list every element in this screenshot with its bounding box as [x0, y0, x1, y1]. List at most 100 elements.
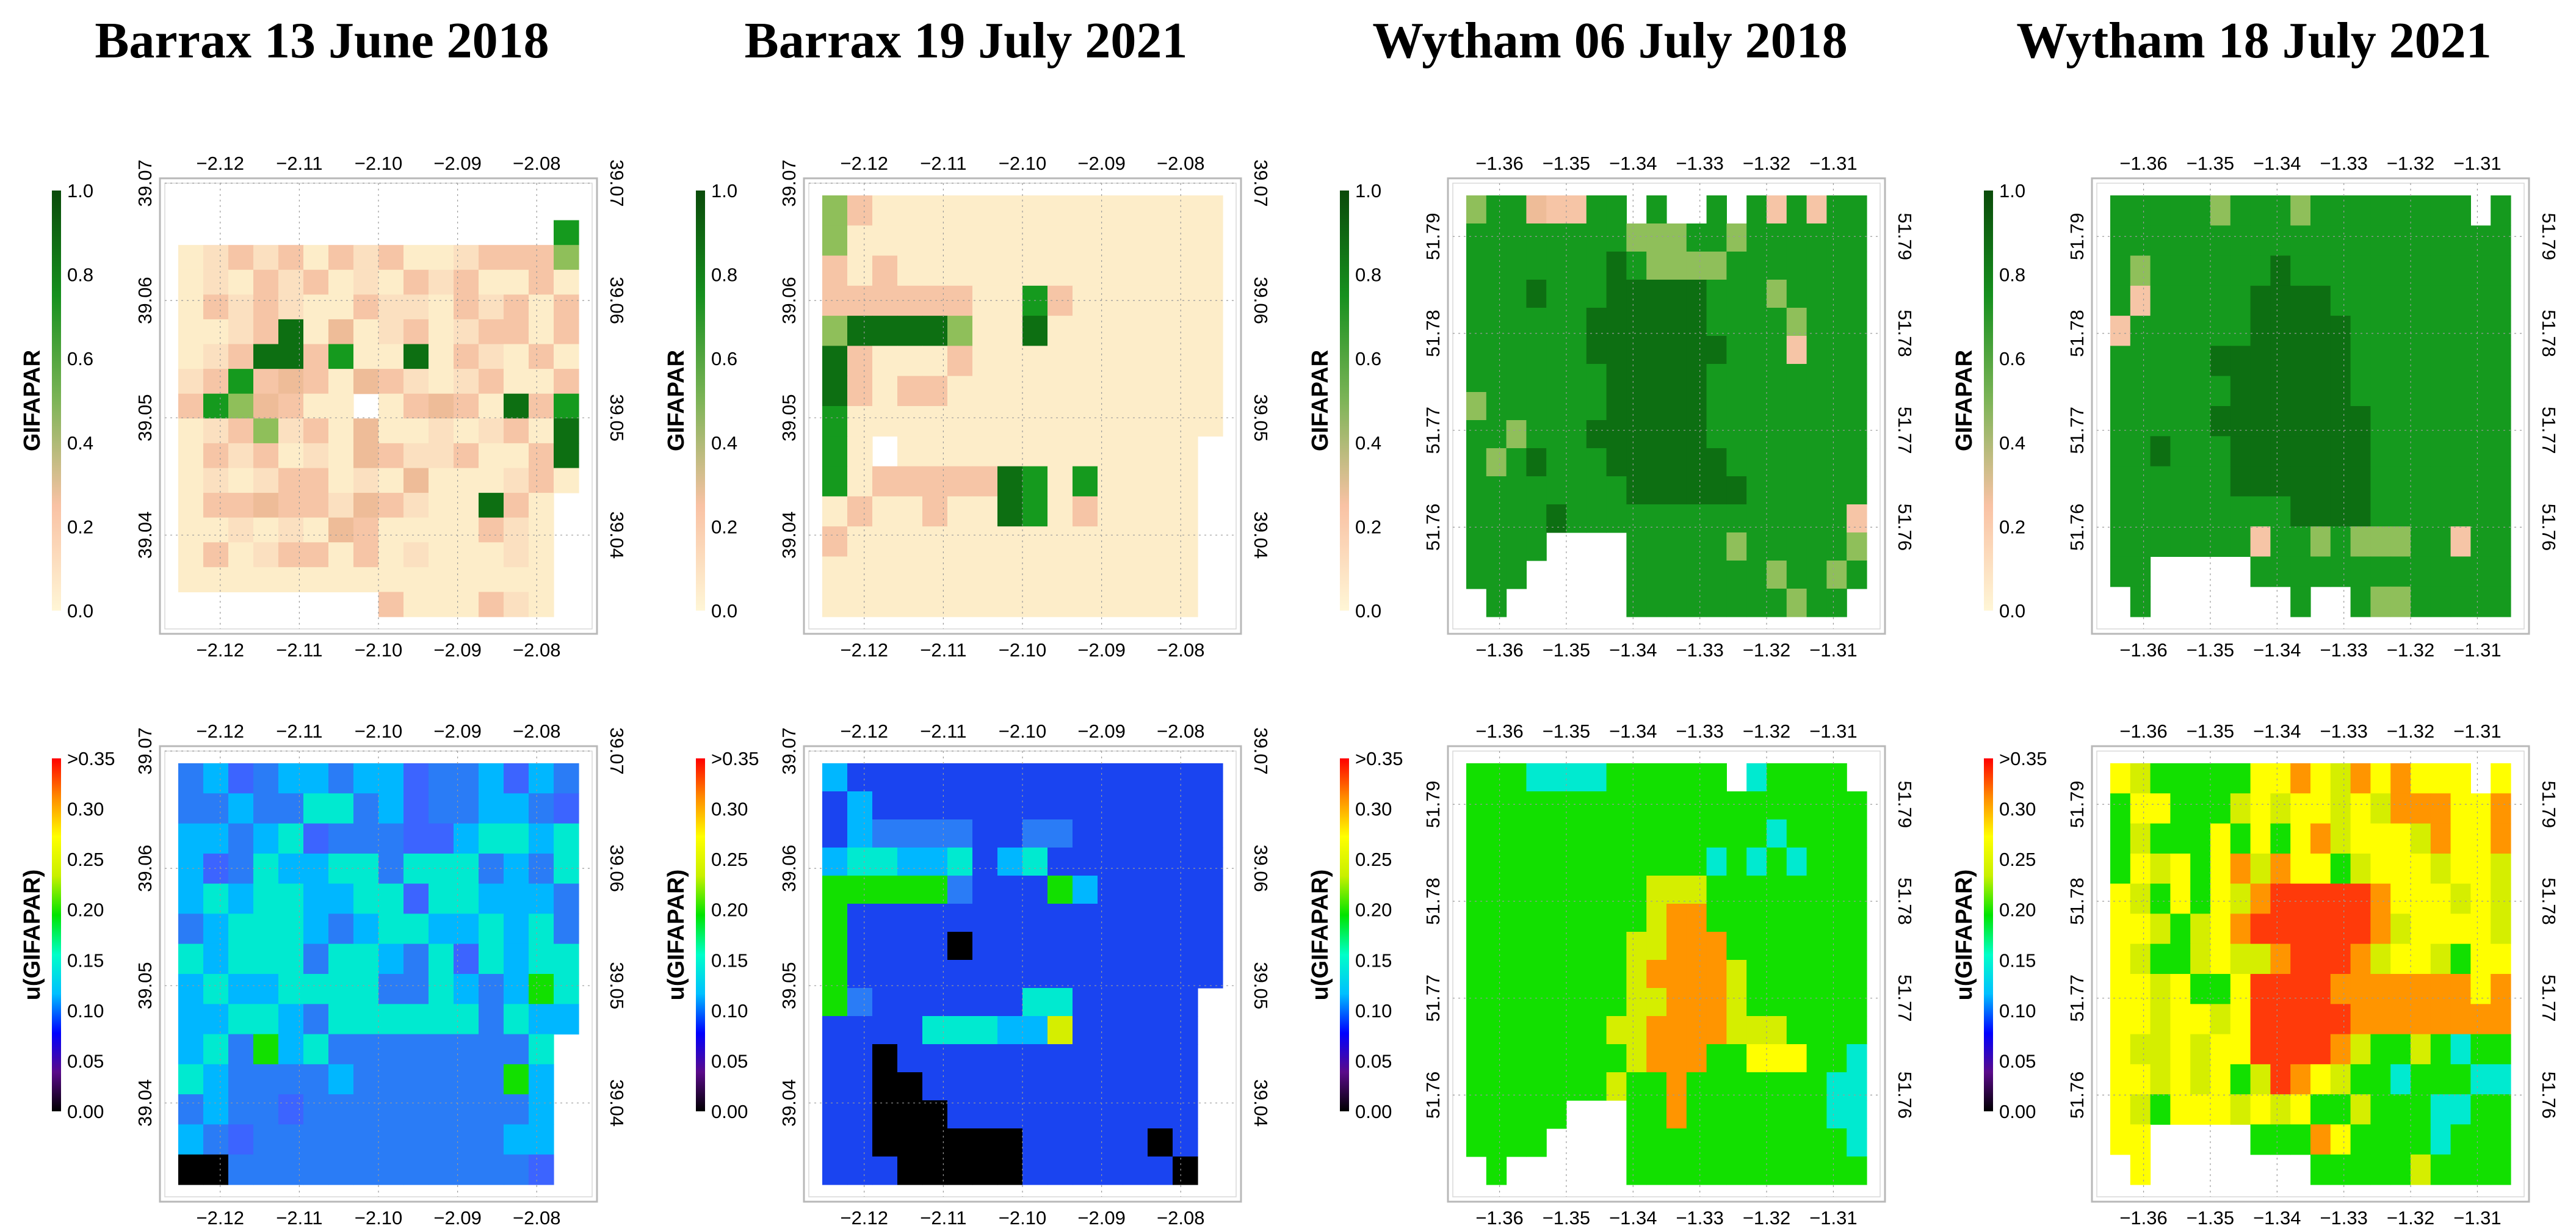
pixel-cell — [872, 466, 898, 497]
pixel-cell — [303, 517, 329, 543]
pixel-cell — [1173, 1016, 1198, 1045]
pixel-cell — [1198, 195, 1223, 226]
pixel-cell — [872, 496, 898, 527]
pixel-cell — [1586, 476, 1607, 505]
pixel-cell — [1806, 252, 1827, 280]
lat-tick-right: 51.79 — [1894, 780, 1916, 828]
pixel-cell — [378, 884, 404, 914]
pixel-cell — [554, 468, 579, 493]
lon-tick-bottom: −2.09 — [1077, 639, 1125, 661]
pixel-cell — [253, 943, 279, 975]
pixel-cell — [972, 932, 998, 960]
pixel-cell — [429, 1004, 454, 1035]
pixel-cell — [1526, 195, 1547, 224]
pixel-cell — [429, 1154, 454, 1185]
pixel-cell — [178, 974, 204, 1004]
pixel-cell — [2130, 526, 2151, 557]
pixel-cell — [479, 418, 504, 444]
pixel-cell — [1666, 448, 1687, 477]
colorbar-tick: 0.4 — [711, 432, 737, 454]
pixel-cell — [2230, 763, 2251, 794]
pixel-cell — [1826, 448, 1847, 477]
pixel-cell — [1767, 932, 1787, 960]
colorbar-tick: 0.05 — [67, 1050, 104, 1072]
pixel-cell — [203, 567, 229, 592]
pixel-cell — [2411, 316, 2431, 346]
pixel-cell — [2450, 1154, 2471, 1185]
pixel-cell — [253, 393, 279, 419]
pixel-cell — [1606, 1016, 1627, 1045]
pixel-cell — [2230, 195, 2251, 226]
pixel-cell — [2470, 406, 2491, 437]
pixel-cell — [403, 493, 429, 518]
pixel-cell — [1626, 448, 1647, 477]
pixel-cell — [1586, 504, 1607, 533]
pixel-cell — [328, 884, 354, 914]
pixel-cell — [2450, 1004, 2471, 1035]
pixel-cell — [2411, 556, 2431, 587]
pixel-cell — [2310, 556, 2331, 587]
pixel-cell — [1506, 763, 1527, 792]
pixel-cell — [2470, 1124, 2491, 1155]
pixel-cell — [2430, 974, 2451, 1004]
pixel-cell — [1826, 504, 1847, 533]
lon-tick-bottom: −2.11 — [276, 639, 322, 661]
pixel-cell — [872, 1044, 898, 1073]
pixel-cell — [378, 763, 404, 794]
colorbar-tick: 0.00 — [1355, 1101, 1392, 1122]
pixel-cell — [1686, 904, 1707, 932]
lat-tick-left: 51.77 — [1422, 975, 1444, 1022]
lon-tick-bottom: −2.08 — [1157, 639, 1204, 661]
pixel-cell — [429, 592, 454, 617]
pixel-cell — [2370, 1004, 2391, 1035]
pixel-cell — [1726, 280, 1747, 308]
pixel-cell — [847, 848, 873, 876]
pixel-cell — [1806, 589, 1827, 617]
pixel-cell — [1806, 195, 1827, 224]
pixel-cell — [228, 823, 254, 854]
lat-tick-right: 51.76 — [1894, 504, 1916, 551]
pixel-cell — [1806, 476, 1827, 505]
pixel-cell — [972, 436, 998, 467]
pixel-cell — [2210, 225, 2231, 256]
pixel-cell — [303, 1094, 329, 1125]
pixel-cell — [897, 586, 923, 617]
pixel-cell — [278, 319, 304, 345]
pixel-cell — [1666, 561, 1687, 589]
pixel-cell — [554, 763, 579, 794]
pixel-cell — [1486, 763, 1507, 792]
pixel-cell — [2450, 853, 2471, 884]
pixel-cell — [947, 376, 973, 407]
pixel-cell — [1706, 960, 1727, 989]
lon-tick-top: −2.09 — [433, 153, 481, 174]
pixel-cell — [1847, 476, 1867, 505]
pixel-cell — [2310, 974, 2331, 1004]
pixel-cell — [2150, 466, 2171, 497]
pixel-cell — [1486, 1072, 1507, 1101]
pixel-cell — [1726, 904, 1747, 932]
pixel-cell — [947, 904, 973, 932]
lat-tick-right: 39.05 — [1250, 962, 1272, 1009]
pixel-cell — [278, 418, 304, 444]
pixel-cell — [529, 245, 554, 271]
pixel-cell — [2130, 913, 2151, 945]
pixel-cell — [2491, 466, 2511, 497]
pixel-cell — [1148, 876, 1173, 904]
pixel-cell — [228, 468, 254, 493]
pixel-cell — [2370, 1064, 2391, 1095]
pixel-cell — [2310, 1154, 2331, 1185]
pixel-cell — [504, 1094, 529, 1125]
pixel-cell — [2210, 943, 2231, 975]
pixel-cell — [872, 285, 898, 316]
pixel-cell — [353, 823, 379, 854]
pixel-cell — [2130, 285, 2151, 316]
pixel-cell — [554, 974, 579, 1004]
pixel-cell — [922, 586, 948, 617]
pixel-cell — [2330, 346, 2351, 377]
pixel-cell — [2150, 823, 2171, 854]
pixel-cell — [2330, 974, 2351, 1004]
pixel-cell — [1746, 223, 1767, 252]
pixel-cell — [1767, 791, 1787, 820]
pixel-cell — [947, 763, 973, 792]
pixel-cell — [1746, 960, 1767, 989]
